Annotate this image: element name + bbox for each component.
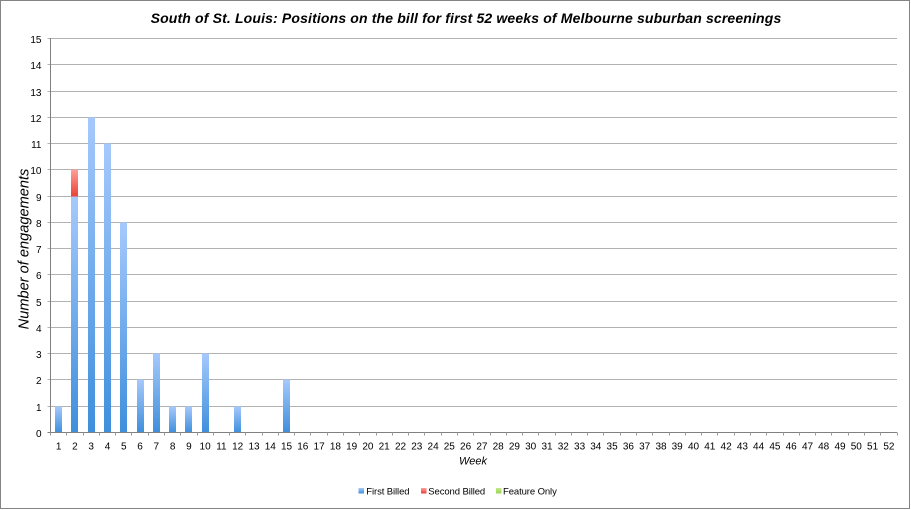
svg-text:38: 38 [655, 442, 667, 453]
svg-text:3: 3 [88, 442, 94, 453]
svg-text:13: 13 [248, 442, 260, 453]
svg-text:11: 11 [31, 140, 42, 151]
svg-text:27: 27 [476, 442, 488, 453]
svg-text:18: 18 [330, 442, 342, 453]
svg-text:29: 29 [509, 442, 521, 453]
svg-text:24: 24 [428, 442, 440, 453]
svg-text:23: 23 [411, 442, 423, 453]
svg-text:35: 35 [607, 442, 619, 453]
svg-text:14: 14 [265, 442, 277, 453]
svg-text:37: 37 [639, 442, 651, 453]
svg-text:Second Billed: Second Billed [428, 486, 485, 497]
svg-text:6: 6 [137, 442, 143, 453]
svg-text:5: 5 [36, 298, 42, 309]
svg-text:51: 51 [867, 442, 879, 453]
svg-text:36: 36 [623, 442, 635, 453]
svg-text:7: 7 [154, 442, 160, 453]
svg-text:16: 16 [297, 442, 309, 453]
svg-text:10: 10 [30, 166, 42, 177]
svg-text:9: 9 [186, 442, 192, 453]
svg-text:45: 45 [769, 442, 781, 453]
svg-text:First Billed: First Billed [366, 486, 409, 497]
svg-text:14: 14 [30, 61, 42, 72]
svg-text:17: 17 [314, 442, 326, 453]
svg-text:49: 49 [834, 442, 846, 453]
svg-text:32: 32 [558, 442, 570, 453]
svg-text:6: 6 [36, 271, 42, 282]
svg-text:15: 15 [281, 442, 293, 453]
svg-text:12: 12 [232, 442, 244, 453]
svg-text:44: 44 [753, 442, 765, 453]
svg-text:12: 12 [30, 114, 42, 125]
svg-text:33: 33 [574, 442, 586, 453]
svg-text:10: 10 [200, 442, 212, 453]
svg-text:8: 8 [170, 442, 176, 453]
svg-text:22: 22 [395, 442, 407, 453]
svg-text:20: 20 [362, 442, 374, 453]
svg-text:34: 34 [590, 442, 602, 453]
svg-text:11: 11 [216, 442, 227, 453]
svg-text:0: 0 [36, 429, 42, 440]
svg-text:28: 28 [493, 442, 505, 453]
svg-text:41: 41 [704, 442, 716, 453]
svg-text:South of St. Louis: Positions: South of St. Louis: Positions on the bil… [151, 10, 782, 26]
svg-text:50: 50 [851, 442, 863, 453]
svg-text:46: 46 [786, 442, 798, 453]
svg-text:7: 7 [36, 245, 42, 256]
svg-text:5: 5 [121, 442, 127, 453]
svg-text:13: 13 [30, 88, 42, 99]
svg-text:40: 40 [688, 442, 700, 453]
svg-text:43: 43 [737, 442, 749, 453]
svg-text:19: 19 [346, 442, 358, 453]
svg-text:30: 30 [525, 442, 537, 453]
svg-text:3: 3 [36, 350, 42, 361]
svg-text:52: 52 [883, 442, 895, 453]
svg-text:9: 9 [36, 193, 42, 204]
svg-text:25: 25 [444, 442, 456, 453]
svg-text:39: 39 [672, 442, 684, 453]
svg-text:4: 4 [36, 324, 42, 335]
svg-text:2: 2 [72, 442, 78, 453]
svg-text:15: 15 [30, 35, 42, 46]
svg-text:Feature Only: Feature Only [503, 486, 557, 497]
svg-text:1: 1 [56, 442, 62, 453]
svg-text:21: 21 [379, 442, 391, 453]
svg-text:31: 31 [541, 442, 553, 453]
svg-text:Number of engagements: Number of engagements [17, 169, 33, 330]
svg-text:48: 48 [818, 442, 830, 453]
svg-text:47: 47 [802, 442, 814, 453]
svg-text:26: 26 [460, 442, 472, 453]
svg-text:2: 2 [36, 376, 42, 387]
svg-text:4: 4 [105, 442, 111, 453]
svg-text:Week: Week [459, 455, 487, 467]
svg-text:1: 1 [36, 403, 42, 414]
svg-text:42: 42 [721, 442, 733, 453]
svg-text:8: 8 [36, 219, 42, 230]
